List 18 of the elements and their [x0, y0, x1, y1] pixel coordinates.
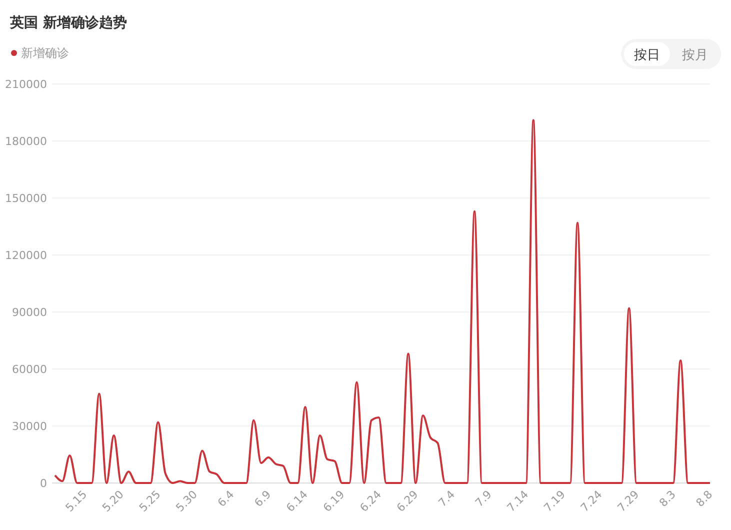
x-tick-label: 7.4 [436, 488, 458, 510]
y-tick-label: 180000 [5, 135, 47, 148]
line-series [54, 119, 711, 484]
y-tick-label: 150000 [5, 192, 47, 205]
y-tick-label: 60000 [12, 363, 47, 376]
x-tick-label: 8.8 [694, 488, 716, 510]
y-tick-label: 30000 [12, 420, 47, 433]
y-tick-label: 120000 [5, 249, 47, 262]
y-tick-label: 90000 [12, 306, 47, 319]
chart-title: 英国 新增确诊趋势 [9, 14, 127, 31]
x-tick-label: 6.4 [215, 488, 237, 510]
y-tick-label: 0 [40, 477, 47, 490]
x-tick-label: 6.9 [252, 488, 274, 510]
x-tick-label: 7.9 [472, 488, 494, 510]
legend-label: 新增确诊 [21, 46, 69, 60]
y-tick-label: 210000 [5, 78, 47, 91]
x-tick-label: 8.3 [656, 488, 678, 510]
toggle-buttons: 按日 按月 [621, 39, 721, 69]
